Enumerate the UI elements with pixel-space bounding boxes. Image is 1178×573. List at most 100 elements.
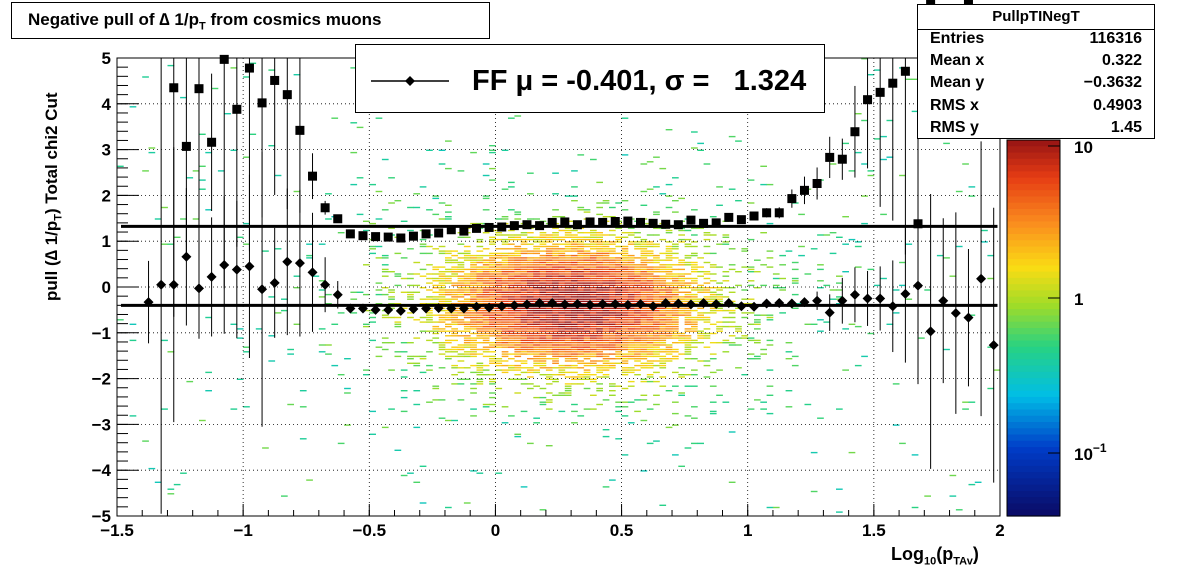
heatmap-cell <box>760 314 767 316</box>
heatmap-cell <box>640 241 648 243</box>
heatmap-cell <box>602 486 610 488</box>
heatmap-cell <box>533 241 540 243</box>
heatmap-cell <box>419 316 427 319</box>
heatmap-cell <box>470 314 477 316</box>
heatmap-cell <box>514 342 522 344</box>
heatmap-cell <box>545 296 553 298</box>
heatmap-cell <box>369 312 376 314</box>
heatmap-cell <box>646 243 654 245</box>
heatmap-cell <box>703 319 711 321</box>
stats-key: RMS y <box>930 119 979 136</box>
heatmap-cell <box>489 300 496 303</box>
heatmap-cell <box>520 353 528 355</box>
mean-point <box>269 277 280 288</box>
heatmap-cell <box>653 287 660 289</box>
heatmap-cell <box>697 312 704 314</box>
heatmap-cell <box>678 241 685 243</box>
heatmap-cell <box>539 321 547 323</box>
heatmap-cell <box>596 355 603 358</box>
heatmap-cell <box>545 344 553 346</box>
heatmap-cell <box>646 337 654 339</box>
color-bar-segment <box>1007 215 1060 223</box>
heatmap-cell <box>691 406 698 408</box>
heatmap-cell <box>457 296 465 298</box>
heatmap-cell <box>463 351 471 353</box>
heatmap-cell <box>489 358 496 360</box>
heatmap-cell <box>577 243 585 245</box>
heatmap-cell <box>653 275 660 277</box>
heatmap-cell <box>583 238 591 241</box>
heatmap-cell <box>634 314 641 316</box>
heatmap-cell <box>533 282 540 284</box>
heatmap-cell <box>527 275 534 277</box>
heatmap-cell <box>394 275 402 277</box>
sigma-series <box>169 0 973 385</box>
heatmap-cell <box>615 259 622 261</box>
sigma-point <box>509 221 519 231</box>
heatmap-cell <box>432 291 440 293</box>
heatmap-cell <box>476 273 484 275</box>
chart-title: Negative pull of ∆ 1/pT from cosmics muo… <box>28 10 381 32</box>
heatmap-cell <box>489 268 496 271</box>
heatmap-cell <box>501 371 509 374</box>
heatmap-cell <box>350 291 358 293</box>
heatmap-cell <box>672 248 679 250</box>
heatmap-cell <box>627 243 635 245</box>
heatmap-cell <box>533 264 540 266</box>
heatmap-cell <box>640 325 648 328</box>
heatmap-cell <box>741 248 749 250</box>
heatmap-cell <box>716 204 723 206</box>
heatmap-cell <box>640 261 648 264</box>
heatmap-cell <box>653 186 660 188</box>
heatmap-cell <box>438 346 446 348</box>
heatmap-cell <box>482 319 490 321</box>
heatmap-cell <box>564 309 572 312</box>
heatmap-cell <box>665 282 673 284</box>
heatmap-cell <box>577 241 585 243</box>
heatmap-cell <box>728 264 736 266</box>
heatmap-cell <box>318 344 326 346</box>
sigma-point <box>585 217 595 227</box>
heatmap-cell <box>520 280 528 282</box>
heatmap-cell <box>609 277 616 280</box>
heatmap-cell <box>142 170 149 172</box>
heatmap-cell <box>533 287 540 289</box>
heatmap-cell <box>665 250 673 252</box>
heatmap-cell <box>236 328 244 330</box>
heatmap-cell <box>520 248 528 250</box>
heatmap-cell <box>558 236 566 238</box>
sigma-point <box>913 219 923 229</box>
heatmap-cell <box>798 213 805 216</box>
heatmap-cell <box>476 303 484 305</box>
heatmap-cell <box>445 355 452 358</box>
heatmap-cell <box>665 358 673 360</box>
heatmap-cell <box>665 271 673 273</box>
heatmap-cell <box>836 488 843 490</box>
heatmap-cell <box>659 167 667 170</box>
heatmap-cell <box>665 259 673 261</box>
heatmap-cell <box>621 342 629 344</box>
heatmap-cell <box>817 417 824 419</box>
heatmap-cell <box>514 332 522 335</box>
heatmap-cell <box>665 273 673 275</box>
heatmap-cell <box>678 296 685 298</box>
heatmap-cell <box>583 284 591 287</box>
heatmap-cell <box>400 410 408 413</box>
heatmap-cell <box>571 284 578 287</box>
heatmap-cell <box>463 284 471 287</box>
heatmap-cell <box>451 332 458 335</box>
heatmap-cell <box>470 351 477 353</box>
sigma-point <box>207 137 217 147</box>
heatmap-cell <box>577 348 585 351</box>
heatmap-cell <box>545 277 553 280</box>
heatmap-cell <box>495 252 503 255</box>
heatmap-cell <box>747 280 755 282</box>
heatmap-cell <box>451 282 458 284</box>
heatmap-cell <box>678 376 685 378</box>
heatmap-cell <box>470 280 477 282</box>
heatmap-cell <box>508 268 515 271</box>
color-bar-segment <box>1007 497 1060 505</box>
heatmap-cell <box>659 344 667 346</box>
heatmap-cell <box>596 280 603 282</box>
heatmap-cell <box>394 316 402 319</box>
